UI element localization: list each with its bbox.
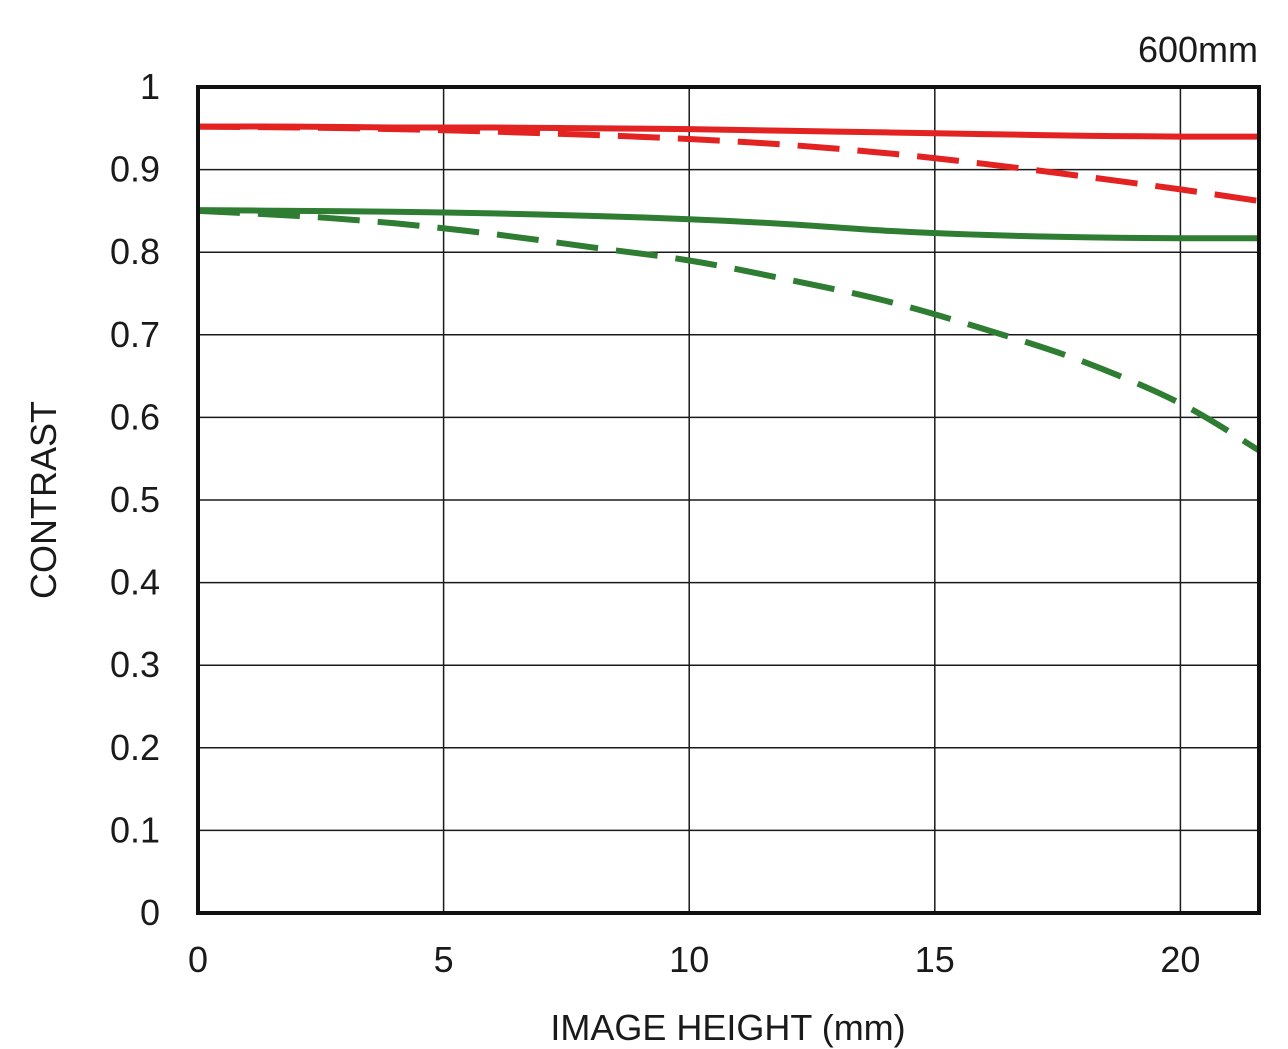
y-tick-label: 0.3 <box>110 644 160 685</box>
plot-frame <box>196 85 1261 915</box>
x-tick-label: 0 <box>188 939 208 980</box>
x-axis-title: IMAGE HEIGHT (mm) <box>550 1007 905 1048</box>
y-axis-title: CONTRAST <box>23 401 64 599</box>
chart-title: 600mm <box>1138 29 1258 70</box>
y-tick-label: 0.9 <box>110 149 160 190</box>
x-tick-label: 20 <box>1160 939 1200 980</box>
grid-lines <box>198 87 1259 913</box>
series-line-2-dashed <box>197 123 1260 204</box>
series-line-3-solid <box>197 207 1260 242</box>
y-tick-label: 0.4 <box>110 562 160 603</box>
series-lines <box>197 123 1261 453</box>
y-tick-label: 0.6 <box>110 396 160 437</box>
x-tick-label: 10 <box>669 939 709 980</box>
x-tick-labels: 0 5 10 15 20 <box>188 939 1200 980</box>
y-tick-labels: 0 0.1 0.2 0.3 0.4 0.5 0.6 0.7 0.8 0.9 1 <box>110 66 160 933</box>
series-line-4-dashed <box>197 207 1261 453</box>
x-tick-label: 5 <box>434 939 454 980</box>
y-tick-label: 1 <box>140 66 160 107</box>
x-tick-label: 15 <box>915 939 955 980</box>
y-tick-label: 0.5 <box>110 479 160 520</box>
y-tick-label: 0.2 <box>110 727 160 768</box>
y-tick-label: 0.1 <box>110 809 160 850</box>
y-tick-label: 0 <box>140 892 160 933</box>
y-tick-label: 0.7 <box>110 314 160 355</box>
y-tick-label: 0.8 <box>110 231 160 272</box>
